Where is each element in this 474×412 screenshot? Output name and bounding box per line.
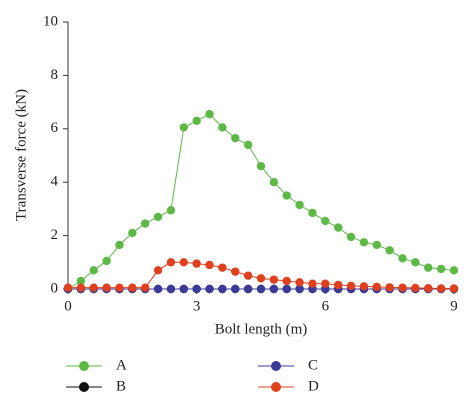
data-point: [436, 284, 446, 293]
data-point: [205, 109, 214, 119]
data-point: [231, 284, 240, 294]
data-point: [141, 219, 150, 228]
data-point: [256, 284, 266, 294]
legend-marker: [271, 361, 281, 371]
y-tick-label: 10: [43, 13, 58, 29]
data-point: [449, 266, 459, 275]
data-point: [166, 258, 176, 267]
data-point: [218, 263, 227, 272]
data-point: [256, 274, 266, 283]
data-point: [102, 283, 111, 292]
data-point: [243, 271, 253, 280]
data-point: [76, 276, 86, 286]
data-point: [128, 228, 137, 238]
y-tick-label: 2: [51, 227, 59, 243]
data-point: [359, 282, 369, 291]
data-point: [308, 279, 317, 288]
legend-label: D: [308, 378, 319, 394]
legend-marker: [79, 361, 89, 371]
data-point: [179, 123, 188, 132]
data-point: [205, 284, 214, 294]
data-point: [295, 278, 304, 287]
data-point: [282, 191, 291, 200]
y-tick-label: 8: [51, 67, 59, 83]
y-tick-label: 0: [51, 280, 59, 296]
data-point: [385, 283, 394, 292]
data-point: [372, 282, 381, 292]
data-point: [115, 283, 124, 292]
data-point: [295, 284, 304, 294]
series-line: [67, 113, 455, 290]
data-point: [89, 266, 98, 275]
data-point: [372, 240, 381, 250]
data-point: [282, 284, 291, 294]
data-point: [346, 281, 356, 290]
x-tick-label: 3: [193, 298, 201, 314]
legend-marker: [271, 382, 281, 392]
data-point: [141, 283, 150, 292]
data-point: [269, 284, 279, 294]
data-point: [115, 240, 124, 250]
x-tick-label: 9: [450, 298, 458, 314]
x-axis-label: Bolt length (m): [215, 321, 308, 337]
data-point: [411, 258, 420, 267]
x-tick-label: 0: [64, 298, 72, 314]
data-point: [308, 208, 317, 218]
legend-label: A: [116, 357, 127, 373]
data-point: [334, 223, 343, 232]
data-point: [269, 178, 279, 187]
data-point: [128, 283, 137, 292]
data-point: [411, 283, 420, 293]
data-point: [89, 283, 98, 292]
data-point: [166, 284, 176, 294]
data-point: [269, 275, 279, 284]
legend-label: C: [308, 357, 318, 373]
data-point: [166, 206, 176, 215]
data-point: [218, 284, 227, 294]
data-point: [321, 279, 330, 288]
data-point: [205, 260, 214, 270]
data-point: [295, 200, 304, 210]
data-point: [63, 283, 73, 292]
data-point: [282, 276, 291, 286]
data-point: [153, 284, 163, 294]
data-point: [359, 238, 369, 247]
data-point: [436, 264, 446, 274]
data-point: [346, 232, 356, 242]
data-point: [218, 123, 227, 132]
data-point: [424, 263, 433, 272]
data-point: [231, 267, 240, 276]
y-axis-label: Transverse force (kN): [13, 89, 29, 221]
y-tick-label: 6: [51, 120, 59, 136]
data-point: [321, 216, 330, 226]
x-tick-label: 6: [322, 298, 330, 314]
data-point: [153, 266, 163, 275]
legend-marker: [79, 382, 89, 392]
data-point: [231, 133, 240, 143]
data-point: [385, 246, 394, 255]
data-point: [243, 140, 253, 150]
data-point: [243, 284, 253, 294]
data-point: [256, 161, 266, 171]
data-point: [153, 212, 163, 222]
data-point: [424, 283, 433, 293]
data-point: [398, 283, 407, 292]
data-point: [102, 256, 111, 266]
data-point: [192, 259, 201, 268]
data-point: [398, 254, 407, 263]
legend-label: B: [116, 378, 126, 394]
data-point: [179, 284, 188, 294]
data-point: [192, 116, 201, 125]
data-point: [334, 280, 343, 290]
data-point: [192, 284, 201, 294]
data-point: [449, 284, 459, 293]
data-point: [179, 258, 188, 267]
y-tick-label: 4: [51, 174, 59, 190]
data-point: [76, 283, 86, 292]
